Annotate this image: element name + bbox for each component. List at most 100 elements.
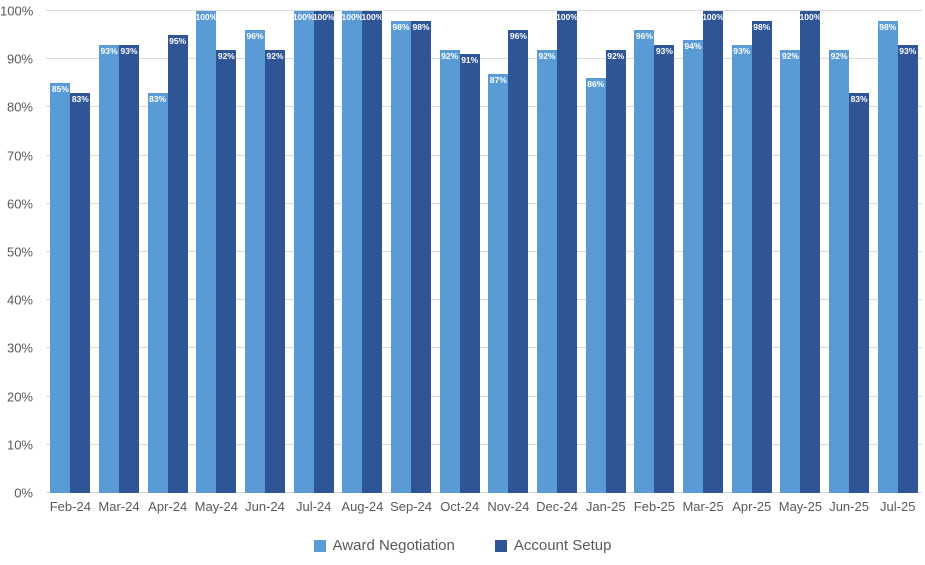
award-negotiation-bar[interactable]: 92% [439,49,460,493]
award-negotiation-bar[interactable]: 93% [99,44,119,493]
account-setup-bar[interactable]: 100% [702,11,724,493]
bar-value-label: 100% [361,12,384,22]
y-axis-tick-label: 30% [6,340,33,356]
award-negotiation-bar[interactable]: 92% [829,49,850,493]
bar-group: 98% 98% [387,11,436,493]
bar-value-label: 87% [489,74,507,85]
award-negotiation-bar[interactable]: 93% [731,44,752,493]
award-negotiation-bar[interactable]: 98% [391,20,412,493]
account-setup-bar[interactable]: 100% [800,11,821,493]
account-setup-bar[interactable]: 92% [265,49,286,493]
x-axis-category-label: Apr-25 [732,499,772,514]
award-negotiation-bar[interactable]: 86% [585,78,606,493]
bar-value-label: 100% [702,12,724,22]
gridline [46,443,922,445]
x-axis-category-label: May-24 [194,499,239,514]
x-axis-category-label: Jan-25 [585,499,626,514]
y-axis-tick-label: 80% [6,99,33,115]
bar-value-label: 100% [556,12,578,22]
account-setup-bar[interactable]: 98% [751,20,772,493]
bar-value-label: 93% [655,45,673,56]
account-setup-bar[interactable]: 83% [70,92,91,493]
bar-value-label: 100% [341,12,364,22]
bar-group: 86% 92% [581,11,630,493]
gridline [46,251,922,252]
y-axis: 0% 10% 20% 30% 40% 50% 60% 70% 80% 90% 100% [0,5,40,500]
plot-area: 85% 83% 93% 93% 83% 95% 100% 92% 96% 92% 100% 100% 1… [46,10,922,493]
gridline [46,202,922,204]
x-axis-category-label: Jun-25 [829,499,869,514]
bar-value-label: 93% [100,45,118,56]
bar-value-label: 93% [899,45,917,56]
account-setup-bar[interactable]: 92% [605,49,626,493]
award-negotiation-bar[interactable]: 92% [780,49,801,493]
account-setup-bar[interactable]: 100% [556,11,578,493]
award-negotiation-bar[interactable]: 100% [195,11,218,493]
account-setup-bar[interactable]: 91% [459,54,480,493]
bar-value-label: 92% [781,50,799,61]
bar-value-label: 92% [441,50,459,61]
legend-swatch-award-negotiation [313,539,326,552]
bar-series-container: 85% 83% 93% 93% 83% 95% 100% 92% 96% 92% 100% 100% 1… [46,11,922,493]
bar-value-label: 96% [509,31,527,42]
legend-item-account-setup[interactable]: Account Setup [494,537,612,554]
award-negotiation-bar[interactable]: 92% [537,49,558,493]
account-setup-bar[interactable]: 95% [167,35,188,493]
award-negotiation-bar[interactable]: 87% [488,73,509,493]
bar-value-label: 83% [71,93,89,104]
account-setup-bar[interactable]: 100% [313,11,335,493]
account-setup-bar[interactable]: 100% [361,11,384,493]
bar-value-label: 100% [195,12,218,22]
award-negotiation-bar[interactable]: 94% [683,39,704,493]
y-axis-tick-label: 90% [6,51,33,67]
gridline [46,10,922,11]
bar-value-label: 98% [879,21,897,32]
account-setup-bar[interactable]: 93% [897,44,918,493]
legend-item-award-negotiation[interactable]: Award Negotiation [313,537,455,554]
bar-value-label: 93% [733,45,751,56]
bar-value-label: 83% [850,93,868,104]
bar-value-label: 85% [51,84,69,95]
account-setup-bar[interactable]: 92% [216,49,237,493]
account-setup-bar[interactable]: 93% [654,44,675,493]
legend-label: Account Setup [513,537,612,554]
y-axis-tick-label: 50% [6,244,33,260]
bar-group: 100% 92% [192,11,241,493]
bar-group: 100% 100% [338,11,387,493]
award-negotiation-bar[interactable]: 100% [341,11,364,493]
x-axis-category-label: Dec-24 [536,499,579,514]
award-negotiation-bar[interactable]: 96% [634,30,655,493]
account-setup-bar[interactable]: 98% [411,20,432,493]
account-setup-bar[interactable]: 93% [119,44,139,493]
legend: Award Negotiation Account Setup [0,538,925,553]
bar-group: 94% 100% [679,11,728,493]
bar-group: 87% 96% [484,11,533,493]
y-axis-tick-label: 100% [0,3,34,19]
bar-group: 96% 92% [241,11,290,493]
account-setup-bar[interactable]: 96% [508,30,529,493]
award-negotiation-bar[interactable]: 83% [147,92,168,493]
bar-group: 98% 93% [873,11,922,493]
award-negotiation-bar[interactable]: 96% [245,30,266,493]
bar-group: 100% 100% [289,11,338,493]
award-negotiation-bar[interactable]: 85% [50,83,71,493]
bar-group: 85% 83% [46,11,95,493]
y-axis-tick-label: 60% [6,196,33,212]
bar-value-label: 93% [120,45,138,56]
award-negotiation-bar[interactable]: 100% [293,11,315,493]
award-negotiation-bar[interactable]: 98% [877,20,898,493]
x-axis-category-label: Nov-24 [487,499,530,514]
y-axis-tick-label: 70% [6,148,33,164]
legend-swatch-account-setup [494,539,507,552]
gridline [46,395,922,397]
gridline [46,154,922,156]
y-axis-tick-label: 20% [6,389,33,405]
bar-group: 93% 98% [727,11,776,493]
x-axis-category-label: Jul-25 [880,499,916,514]
legend-label: Award Negotiation [332,537,455,554]
account-setup-bar[interactable]: 83% [849,92,870,493]
bar-value-label: 92% [607,50,625,61]
bar-value-label: 83% [149,93,167,104]
x-axis-category-label: Jul-24 [295,499,332,514]
